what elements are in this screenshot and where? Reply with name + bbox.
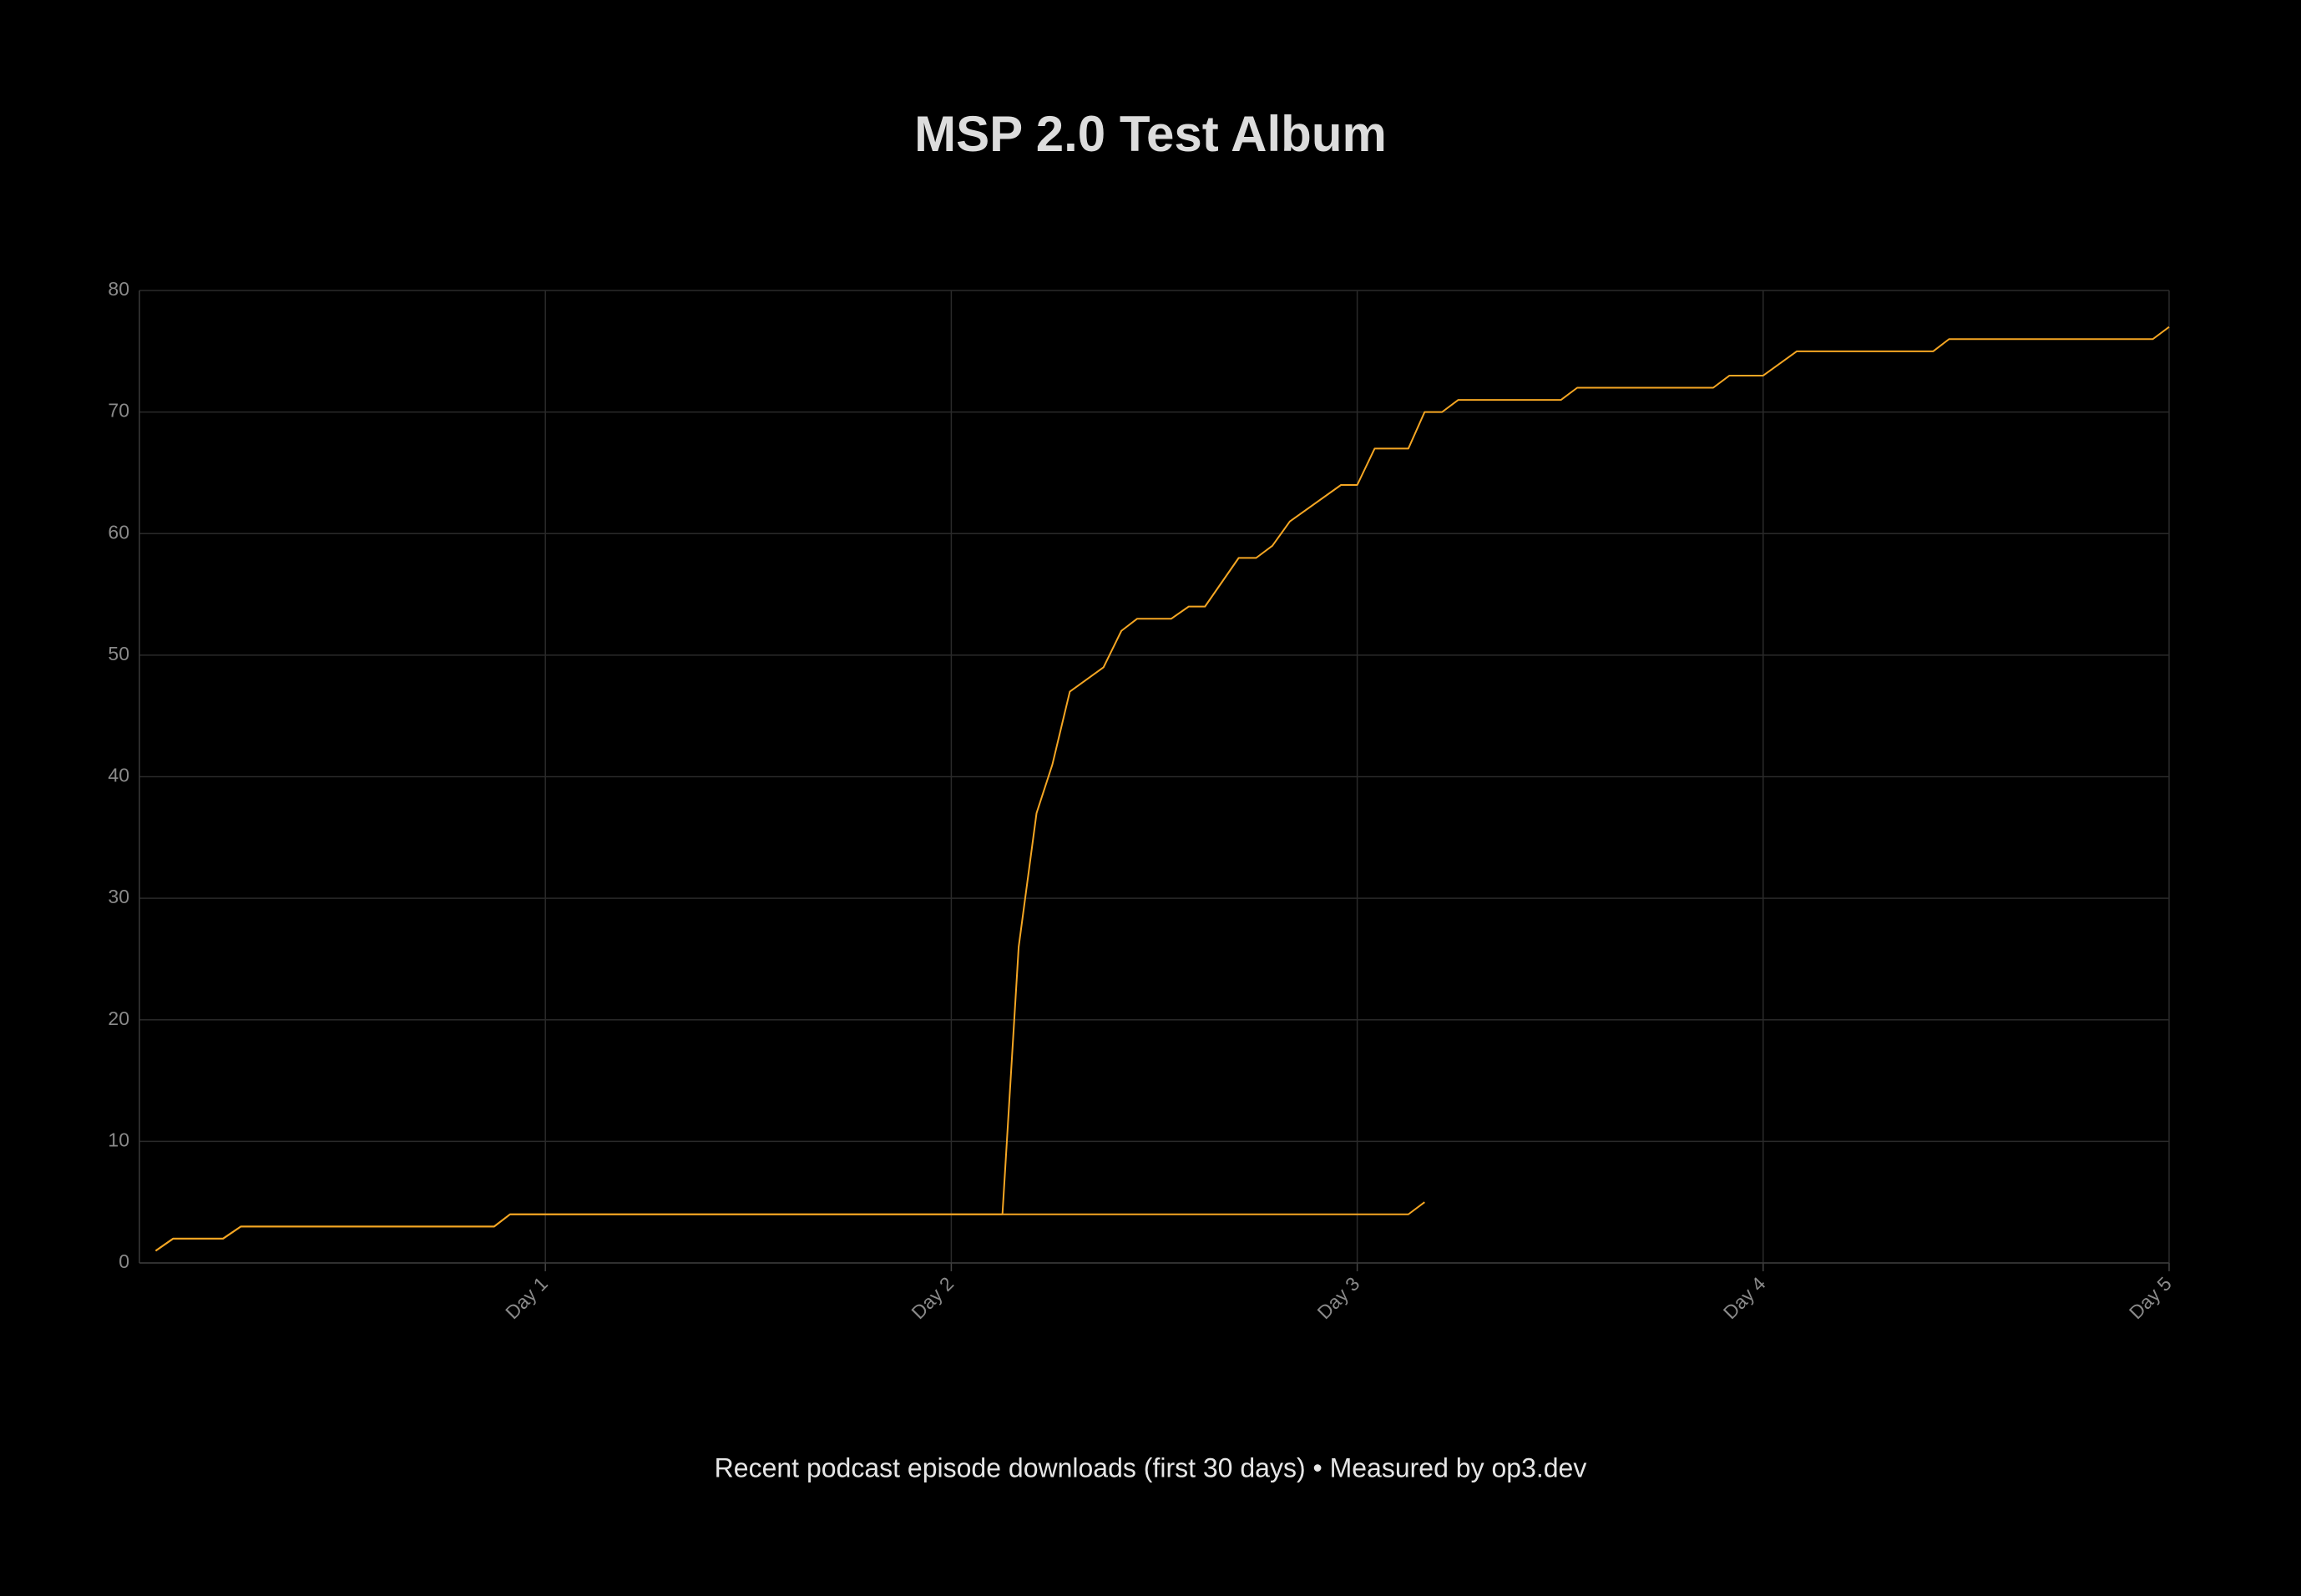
y-tick-label: 0 bbox=[119, 1250, 129, 1272]
chart-footer: Recent podcast episode downloads (first … bbox=[715, 1452, 1587, 1482]
series-line bbox=[154, 326, 2170, 1252]
y-tick-label: 60 bbox=[108, 521, 129, 543]
y-tick-label: 50 bbox=[108, 643, 129, 664]
y-tick-label: 20 bbox=[108, 1008, 129, 1029]
y-tick-label: 40 bbox=[108, 765, 129, 786]
y-tick-label: 30 bbox=[108, 886, 129, 907]
y-tick-label: 10 bbox=[108, 1129, 129, 1150]
y-tick-label: 70 bbox=[108, 400, 129, 422]
chart-title: MSP 2.0 Test Album bbox=[914, 106, 1387, 162]
y-tick-label: 80 bbox=[108, 278, 129, 300]
